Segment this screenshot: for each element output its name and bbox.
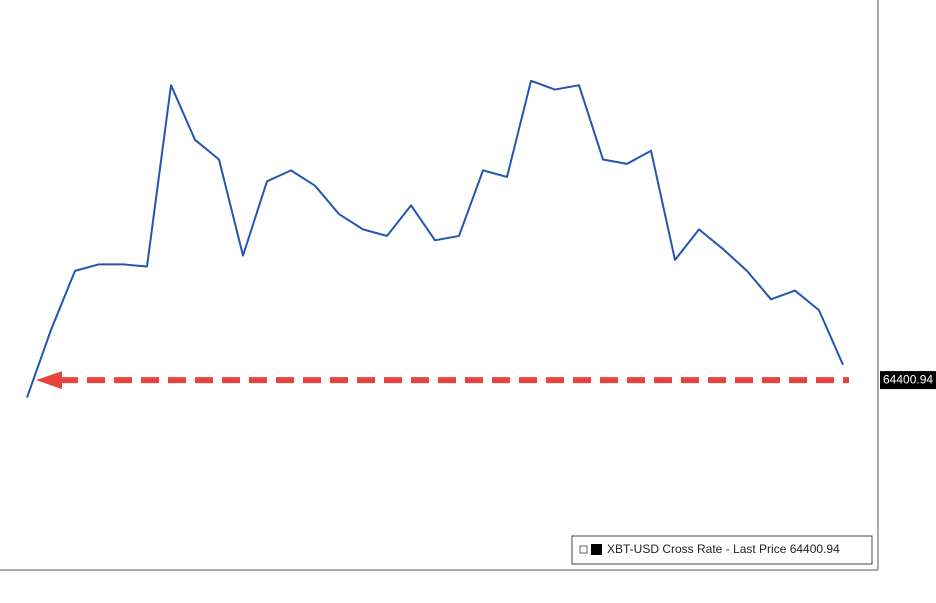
last-price-label: 64400.94 [883,372,933,386]
legend-swatch [591,544,602,555]
arrow-head [36,371,62,390]
last-price-tag [880,371,936,390]
price-line [26,79,844,398]
legend-icon [579,545,588,554]
legend-box [571,535,873,565]
marks [26,79,936,398]
labels: 64400.94 [883,372,933,386]
legend: XBT-USD Cross Rate - Last Price 64400.94 [571,535,873,565]
legend-label: XBT-USD Cross Rate - Last Price 64400.94 [607,542,840,556]
